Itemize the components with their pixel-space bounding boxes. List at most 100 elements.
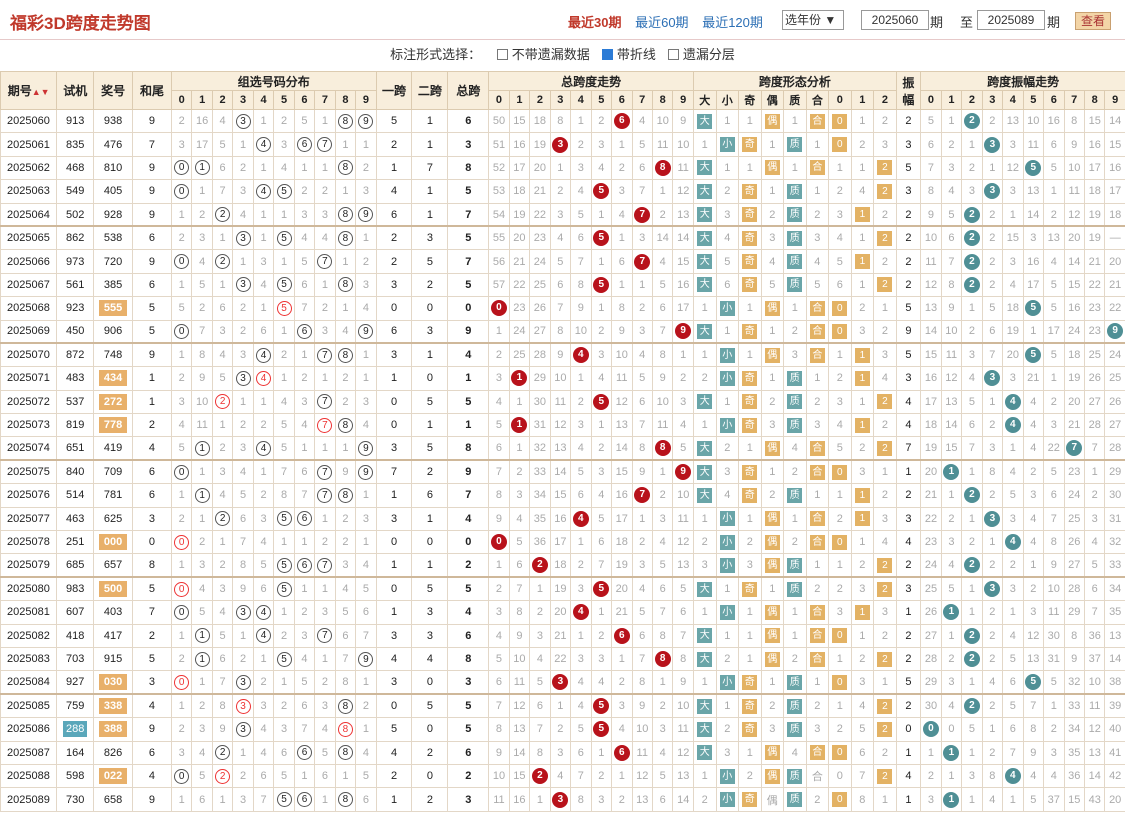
group-digit-cell: 7 — [314, 413, 336, 438]
group-digit-cell: 8 — [334, 225, 357, 251]
amp-miss-cell: 5 — [961, 717, 983, 742]
award-cell: 272 — [93, 389, 134, 415]
recent-60-link[interactable]: 最近60期 — [635, 15, 689, 30]
group-digit-cell: 4 — [252, 342, 275, 368]
total-span-cell: 5 — [447, 225, 490, 251]
shape-hit-cell: 合 — [805, 506, 830, 532]
span-miss-cell: 6 — [672, 600, 694, 625]
shape-hit-cell: 奇 — [738, 225, 762, 251]
shape-miss-cell: 1 — [805, 179, 830, 204]
recent-30-link[interactable]: 最近30期 — [568, 15, 622, 30]
amp-miss-cell: 11 — [1043, 600, 1065, 625]
header-digit: 6 — [293, 90, 316, 110]
span2-cell: 0 — [411, 296, 449, 321]
span-miss-cell: 8 — [570, 272, 592, 298]
sum-tail-cell: 1 — [132, 389, 172, 415]
query-button[interactable]: 查看 — [1075, 12, 1111, 30]
span-miss-cell: 2 — [590, 763, 613, 789]
span-miss-cell: 4 — [508, 506, 531, 532]
header-shape: 跨度形态分析 — [692, 71, 897, 91]
header-period[interactable]: 期号▲▼ — [0, 71, 58, 110]
award-cell: 388 — [93, 717, 134, 742]
from-period-input[interactable]: 2025060 — [861, 10, 929, 30]
span-miss-cell: 10 — [672, 483, 694, 508]
shape-hit-cell: 质 — [783, 553, 807, 578]
amp-miss-cell: 29 — [920, 670, 942, 695]
span-dot: 6 — [613, 627, 630, 644]
digit-circle: 6 — [296, 137, 312, 153]
shape-miss-cell: 1 — [715, 389, 740, 415]
table-row: 2025075 840 709 6 0 1 3 4 1 7 6 7 9 9 7 2 9 7 2 33 14 5 3 15 9 1 9… — [0, 459, 1125, 485]
group-miss-cell: 4 — [252, 717, 275, 742]
sort-arrows-icon[interactable]: ▲▼ — [31, 87, 50, 97]
group-digit-cell: 8 — [334, 787, 357, 812]
option-checkbox-1[interactable] — [601, 49, 613, 60]
shape-hit-cell: 大 — [692, 717, 717, 742]
amp-miss-cell: 20 — [1063, 225, 1085, 251]
group-miss-cell: 1 — [211, 530, 234, 555]
shape-badge: 小 — [719, 417, 735, 433]
shape-badge: 奇 — [742, 464, 758, 480]
group-digit-cell: 9 — [355, 459, 377, 485]
span-miss-cell: 3 — [590, 646, 613, 672]
group-miss-cell: 1 — [191, 506, 213, 532]
shape-hit-cell: 偶 — [760, 740, 785, 765]
digit-circle: 2 — [215, 745, 231, 761]
digit-circle: 1 — [194, 160, 210, 176]
amp-dot: 2 — [963, 698, 980, 715]
to-period-input[interactable]: 2025089 — [977, 10, 1045, 30]
group-digit-cell: 5 — [273, 225, 295, 251]
span-miss-cell: 2 — [590, 436, 613, 461]
group-miss-cell: 3 — [293, 202, 316, 227]
group-miss-cell: 6 — [314, 763, 336, 789]
amp-miss-cell: 4 — [940, 179, 963, 204]
shape-hit-cell: 合 — [805, 740, 830, 765]
span-dot: 5 — [593, 393, 610, 410]
span-hit-cell: 6 — [611, 108, 633, 134]
shape-miss-cell: 2 — [850, 646, 875, 672]
shape-miss-cell: 2 — [873, 319, 897, 344]
group-miss-cell: 1 — [334, 763, 357, 789]
amp-miss-cell: 26 — [1083, 366, 1106, 391]
group-miss-cell: 5 — [232, 483, 254, 508]
header-digit: 6 — [1043, 90, 1065, 110]
amp-hit-cell: 2 — [961, 553, 983, 578]
digit-circle: 0 — [174, 581, 190, 597]
shape-hit-cell: 奇 — [738, 576, 762, 602]
year-select[interactable]: 选年份 ▼ — [782, 10, 844, 30]
sum-tail-cell: 5 — [132, 576, 172, 602]
group-digit-cell: 3 — [232, 600, 254, 625]
span-miss-cell: 5 — [631, 132, 653, 157]
span2-cell: 1 — [411, 108, 449, 134]
span-miss-cell: 8 — [529, 740, 551, 765]
amp-dot: 2 — [963, 557, 980, 574]
amp-miss-cell: 1 — [961, 506, 983, 532]
period-cell: 2025088 — [0, 763, 58, 789]
shape-hit-cell: 偶 — [760, 296, 785, 321]
shape-hit-cell: 大 — [692, 202, 717, 227]
amp-miss-cell: 1 — [1002, 202, 1024, 227]
shape-badge: 偶 — [764, 113, 780, 129]
award-cell: 419 — [93, 436, 134, 461]
span1-cell: 1 — [375, 600, 413, 625]
span-miss-cell: 2 — [529, 600, 551, 625]
span-miss-cell: 11 — [549, 389, 572, 415]
award-cell: 915 — [93, 646, 134, 672]
span-miss-cell: 8 — [488, 483, 510, 508]
recent-120-link[interactable]: 最近120期 — [702, 15, 763, 30]
amp-hit-cell: 1 — [940, 740, 963, 765]
group-miss-cell: 3 — [334, 553, 357, 578]
group-miss-cell: 8 — [191, 342, 213, 368]
amplitude-cell: 3 — [895, 179, 922, 204]
option-checkbox-2[interactable] — [667, 49, 679, 60]
option-checkbox-0[interactable] — [496, 49, 508, 60]
sum-tail-cell: 8 — [132, 553, 172, 578]
span-dot: 0 — [490, 300, 507, 317]
shape-badge: 偶 — [764, 604, 780, 620]
shape-hit-cell: 合 — [805, 155, 830, 181]
shape-miss-cell: 2 — [850, 132, 875, 157]
span-miss-cell: 19 — [549, 576, 572, 602]
span-miss-cell: 5 — [672, 436, 694, 461]
trial-cell: 483 — [56, 366, 95, 391]
group-miss-cell: 1 — [273, 319, 295, 344]
